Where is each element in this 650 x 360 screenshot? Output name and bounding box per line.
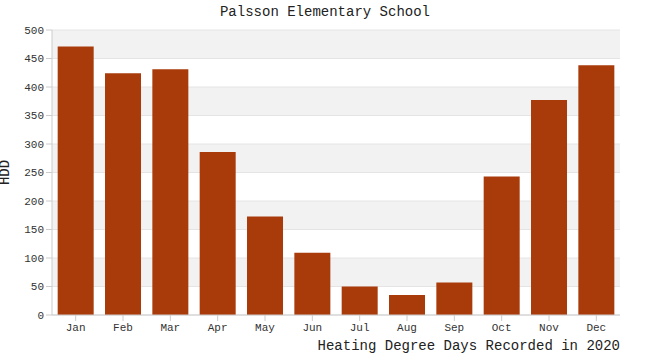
svg-text:Dec: Dec — [586, 322, 606, 334]
svg-text:Feb: Feb — [113, 322, 133, 334]
svg-text:250: 250 — [24, 167, 44, 179]
svg-text:Sep: Sep — [444, 322, 464, 334]
svg-text:HDD: HDD — [8, 160, 13, 185]
svg-text:May: May — [255, 322, 275, 334]
svg-text:Oct: Oct — [492, 322, 512, 334]
svg-text:Jan: Jan — [66, 322, 86, 334]
svg-text:300: 300 — [24, 139, 44, 151]
svg-text:350: 350 — [24, 110, 44, 122]
svg-text:500: 500 — [24, 25, 44, 37]
svg-text:0: 0 — [37, 310, 44, 322]
svg-text:Apr: Apr — [208, 322, 228, 334]
svg-text:50: 50 — [31, 281, 44, 293]
svg-text:Jul: Jul — [350, 322, 370, 334]
svg-text:Jun: Jun — [302, 322, 322, 334]
svg-text:400: 400 — [24, 82, 44, 94]
svg-text:Nov: Nov — [539, 322, 559, 334]
svg-text:200: 200 — [24, 196, 44, 208]
svg-text:Mar: Mar — [160, 322, 180, 334]
html-text:Palsson Elementary School: Palsson Elementary School — [220, 4, 430, 20]
svg-text:450: 450 — [24, 53, 44, 65]
svg-text:150: 150 — [24, 224, 44, 236]
html-text:Heating Degree Days Recorded i: Heating Degree Days Recorded in 2020 — [317, 338, 620, 354]
svg-text:Aug: Aug — [397, 322, 417, 334]
svg-text:100: 100 — [24, 253, 44, 265]
